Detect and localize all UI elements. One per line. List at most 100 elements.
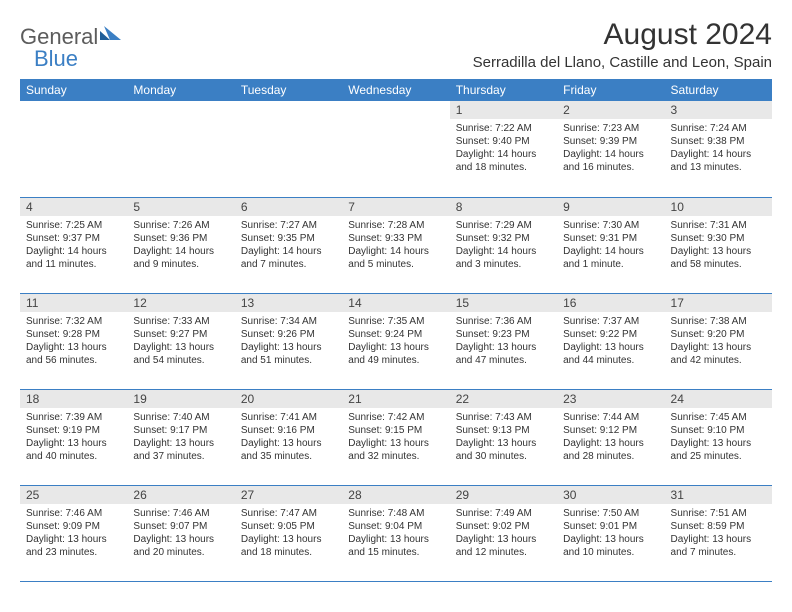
day-number: 26 [127, 486, 234, 504]
day-number: 20 [235, 390, 342, 408]
day-content: Sunrise: 7:46 AMSunset: 9:09 PMDaylight:… [20, 504, 127, 562]
daylight-line: Daylight: 14 hours and 3 minutes. [456, 245, 551, 271]
day-content: Sunrise: 7:38 AMSunset: 9:20 PMDaylight:… [665, 312, 772, 370]
daylight-line: Daylight: 13 hours and 40 minutes. [26, 437, 121, 463]
day-number: 11 [20, 294, 127, 312]
sunrise-line: Sunrise: 7:42 AM [348, 411, 443, 424]
day-content: Sunrise: 7:46 AMSunset: 9:07 PMDaylight:… [127, 504, 234, 562]
day-number: 4 [20, 198, 127, 216]
calendar-cell: 19Sunrise: 7:40 AMSunset: 9:17 PMDayligh… [127, 389, 234, 485]
sunset-line: Sunset: 9:17 PM [133, 424, 228, 437]
day-content: Sunrise: 7:34 AMSunset: 9:26 PMDaylight:… [235, 312, 342, 370]
day-content: Sunrise: 7:26 AMSunset: 9:36 PMDaylight:… [127, 216, 234, 274]
day-number: 25 [20, 486, 127, 504]
day-number: 21 [342, 390, 449, 408]
sunset-line: Sunset: 9:39 PM [563, 135, 658, 148]
sunset-line: Sunset: 9:28 PM [26, 328, 121, 341]
day-number: 22 [450, 390, 557, 408]
daylight-line: Daylight: 13 hours and 47 minutes. [456, 341, 551, 367]
sunset-line: Sunset: 9:15 PM [348, 424, 443, 437]
day-content: Sunrise: 7:33 AMSunset: 9:27 PMDaylight:… [127, 312, 234, 370]
daylight-line: Daylight: 14 hours and 1 minute. [563, 245, 658, 271]
day-content: Sunrise: 7:31 AMSunset: 9:30 PMDaylight:… [665, 216, 772, 274]
calendar-cell: 23Sunrise: 7:44 AMSunset: 9:12 PMDayligh… [557, 389, 664, 485]
daylight-line: Daylight: 13 hours and 23 minutes. [26, 533, 121, 559]
weekday-header: Tuesday [235, 79, 342, 101]
daylight-line: Daylight: 13 hours and 37 minutes. [133, 437, 228, 463]
calendar-cell: 11Sunrise: 7:32 AMSunset: 9:28 PMDayligh… [20, 293, 127, 389]
day-content: Sunrise: 7:25 AMSunset: 9:37 PMDaylight:… [20, 216, 127, 274]
day-content: Sunrise: 7:28 AMSunset: 9:33 PMDaylight:… [342, 216, 449, 274]
day-content: Sunrise: 7:51 AMSunset: 8:59 PMDaylight:… [665, 504, 772, 562]
sunset-line: Sunset: 9:32 PM [456, 232, 551, 245]
sunrise-line: Sunrise: 7:24 AM [671, 122, 766, 135]
day-content: Sunrise: 7:42 AMSunset: 9:15 PMDaylight:… [342, 408, 449, 466]
sunrise-line: Sunrise: 7:27 AM [241, 219, 336, 232]
calendar-cell: 4Sunrise: 7:25 AMSunset: 9:37 PMDaylight… [20, 197, 127, 293]
day-number: 16 [557, 294, 664, 312]
day-number: 1 [450, 101, 557, 119]
location-subtitle: Serradilla del Llano, Castille and Leon,… [473, 54, 772, 71]
daylight-line: Daylight: 13 hours and 12 minutes. [456, 533, 551, 559]
daylight-line: Daylight: 13 hours and 25 minutes. [671, 437, 766, 463]
sunrise-line: Sunrise: 7:30 AM [563, 219, 658, 232]
weekday-header: Friday [557, 79, 664, 101]
sunset-line: Sunset: 9:05 PM [241, 520, 336, 533]
day-content: Sunrise: 7:27 AMSunset: 9:35 PMDaylight:… [235, 216, 342, 274]
daylight-line: Daylight: 13 hours and 30 minutes. [456, 437, 551, 463]
calendar-row: 11Sunrise: 7:32 AMSunset: 9:28 PMDayligh… [20, 293, 772, 389]
sunset-line: Sunset: 9:07 PM [133, 520, 228, 533]
day-number: 2 [557, 101, 664, 119]
calendar-page: General General Blue [0, 0, 792, 592]
daylight-line: Daylight: 13 hours and 32 minutes. [348, 437, 443, 463]
calendar-cell: 26Sunrise: 7:46 AMSunset: 9:07 PMDayligh… [127, 485, 234, 581]
weekday-header-row: SundayMondayTuesdayWednesdayThursdayFrid… [20, 79, 772, 101]
brand-text-2: Blue [34, 46, 78, 72]
weekday-header: Wednesday [342, 79, 449, 101]
sunset-line: Sunset: 9:09 PM [26, 520, 121, 533]
calendar-cell: 29Sunrise: 7:49 AMSunset: 9:02 PMDayligh… [450, 485, 557, 581]
calendar-cell: 9Sunrise: 7:30 AMSunset: 9:31 PMDaylight… [557, 197, 664, 293]
sunset-line: Sunset: 9:38 PM [671, 135, 766, 148]
day-content: Sunrise: 7:22 AMSunset: 9:40 PMDaylight:… [450, 119, 557, 177]
calendar-cell: 10Sunrise: 7:31 AMSunset: 9:30 PMDayligh… [665, 197, 772, 293]
day-content: Sunrise: 7:37 AMSunset: 9:22 PMDaylight:… [557, 312, 664, 370]
sunrise-line: Sunrise: 7:44 AM [563, 411, 658, 424]
sunset-line: Sunset: 8:59 PM [671, 520, 766, 533]
day-number-empty [235, 101, 342, 119]
weekday-header: Saturday [665, 79, 772, 101]
page-header: General General Blue [20, 18, 772, 71]
daylight-line: Daylight: 13 hours and 18 minutes. [241, 533, 336, 559]
day-number: 23 [557, 390, 664, 408]
calendar-cell: 5Sunrise: 7:26 AMSunset: 9:36 PMDaylight… [127, 197, 234, 293]
sunset-line: Sunset: 9:02 PM [456, 520, 551, 533]
sunset-line: Sunset: 9:24 PM [348, 328, 443, 341]
sunrise-line: Sunrise: 7:47 AM [241, 507, 336, 520]
sunrise-line: Sunrise: 7:35 AM [348, 315, 443, 328]
day-number: 27 [235, 486, 342, 504]
day-number: 9 [557, 198, 664, 216]
sunset-line: Sunset: 9:30 PM [671, 232, 766, 245]
calendar-cell: 20Sunrise: 7:41 AMSunset: 9:16 PMDayligh… [235, 389, 342, 485]
sunrise-line: Sunrise: 7:41 AM [241, 411, 336, 424]
sunset-line: Sunset: 9:10 PM [671, 424, 766, 437]
sunset-line: Sunset: 9:37 PM [26, 232, 121, 245]
sunset-line: Sunset: 9:16 PM [241, 424, 336, 437]
day-number: 8 [450, 198, 557, 216]
calendar-row: 18Sunrise: 7:39 AMSunset: 9:19 PMDayligh… [20, 389, 772, 485]
sunrise-line: Sunrise: 7:38 AM [671, 315, 766, 328]
brand-mark-icon-b [100, 25, 122, 46]
calendar-row: 1Sunrise: 7:22 AMSunset: 9:40 PMDaylight… [20, 101, 772, 197]
day-number: 10 [665, 198, 772, 216]
calendar-cell: 22Sunrise: 7:43 AMSunset: 9:13 PMDayligh… [450, 389, 557, 485]
day-number: 28 [342, 486, 449, 504]
calendar-cell [127, 101, 234, 197]
day-number: 6 [235, 198, 342, 216]
calendar-cell: 15Sunrise: 7:36 AMSunset: 9:23 PMDayligh… [450, 293, 557, 389]
day-number: 24 [665, 390, 772, 408]
calendar-cell: 31Sunrise: 7:51 AMSunset: 8:59 PMDayligh… [665, 485, 772, 581]
calendar-cell: 1Sunrise: 7:22 AMSunset: 9:40 PMDaylight… [450, 101, 557, 197]
day-number: 31 [665, 486, 772, 504]
calendar-cell: 14Sunrise: 7:35 AMSunset: 9:24 PMDayligh… [342, 293, 449, 389]
calendar-cell: 17Sunrise: 7:38 AMSunset: 9:20 PMDayligh… [665, 293, 772, 389]
